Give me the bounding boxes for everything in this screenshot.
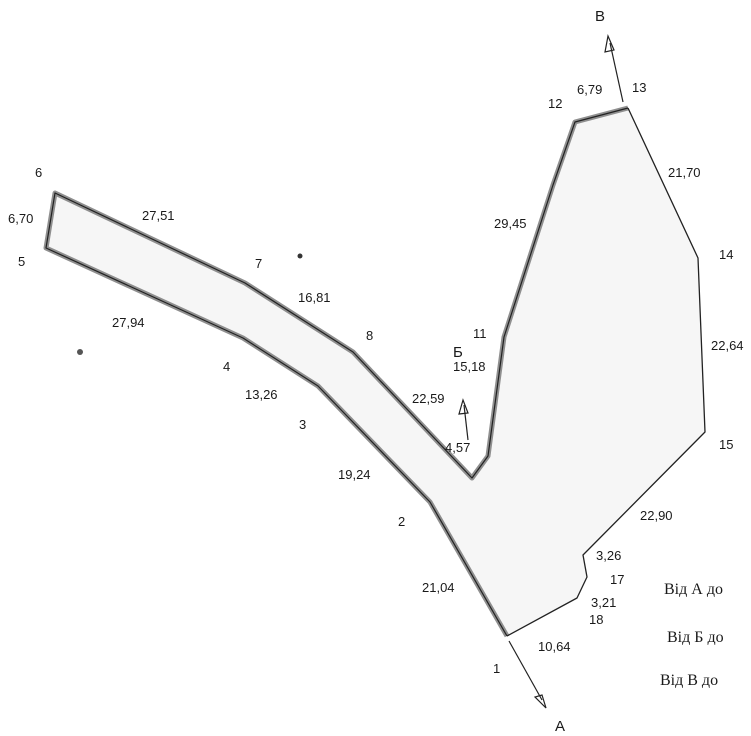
direction-note: Від А до xyxy=(664,581,723,598)
point-label: 12 xyxy=(548,96,562,111)
point-label: 14 xyxy=(719,247,733,262)
direction-label-b: Б xyxy=(453,344,463,361)
segment-length: 10,64 xyxy=(538,639,571,654)
segment-length: 27,94 xyxy=(112,315,145,330)
segment-length: 21,70 xyxy=(668,165,701,180)
point-label: 18 xyxy=(589,612,603,627)
segment-length: 22,90 xyxy=(640,508,673,523)
point-label: 8 xyxy=(366,328,373,343)
arrow-v xyxy=(604,33,624,103)
thin-boundary xyxy=(506,107,706,637)
point-label: 3 xyxy=(299,417,306,432)
segment-length: 27,51 xyxy=(142,208,175,223)
segment-length: 4,57 xyxy=(445,440,470,455)
segment-length: 6,70 xyxy=(8,211,33,226)
point-label: 2 xyxy=(398,514,405,529)
point-label: 13 xyxy=(632,80,646,95)
point-label: 5 xyxy=(18,254,25,269)
point-label: 4 xyxy=(223,359,230,374)
direction-label-v: В xyxy=(595,8,605,25)
segment-length: 3,21 xyxy=(591,595,616,610)
segment-length: 19,24 xyxy=(338,467,371,482)
arrow-b xyxy=(458,398,469,441)
direction-note: Від Б до xyxy=(667,629,724,646)
direction-label-a: А xyxy=(555,718,565,735)
segment-length: 15,18 xyxy=(453,359,486,374)
point-label: 15 xyxy=(719,437,733,452)
segment-length: 16,81 xyxy=(298,290,331,305)
arrow-a xyxy=(508,640,547,709)
direction-note: Від В до xyxy=(660,672,718,689)
segment-length: 21,04 xyxy=(422,580,455,595)
plot-area xyxy=(46,108,705,636)
point-label: 7 xyxy=(255,256,262,271)
stray-dot xyxy=(297,253,303,259)
point-label: 6 xyxy=(35,165,42,180)
segment-length: 22,59 xyxy=(412,391,445,406)
stray-dot xyxy=(77,349,83,355)
segment-length: 13,26 xyxy=(245,387,278,402)
point-label: 1 xyxy=(493,661,500,676)
segment-length: 3,26 xyxy=(596,548,621,563)
point-label: 17 xyxy=(610,572,624,587)
segment-length: 22,64 xyxy=(711,338,744,353)
inner-boundary-line xyxy=(45,107,629,637)
point-label: 11 xyxy=(473,326,487,341)
segment-length: 6,79 xyxy=(577,82,602,97)
segment-length: 29,45 xyxy=(494,216,527,231)
